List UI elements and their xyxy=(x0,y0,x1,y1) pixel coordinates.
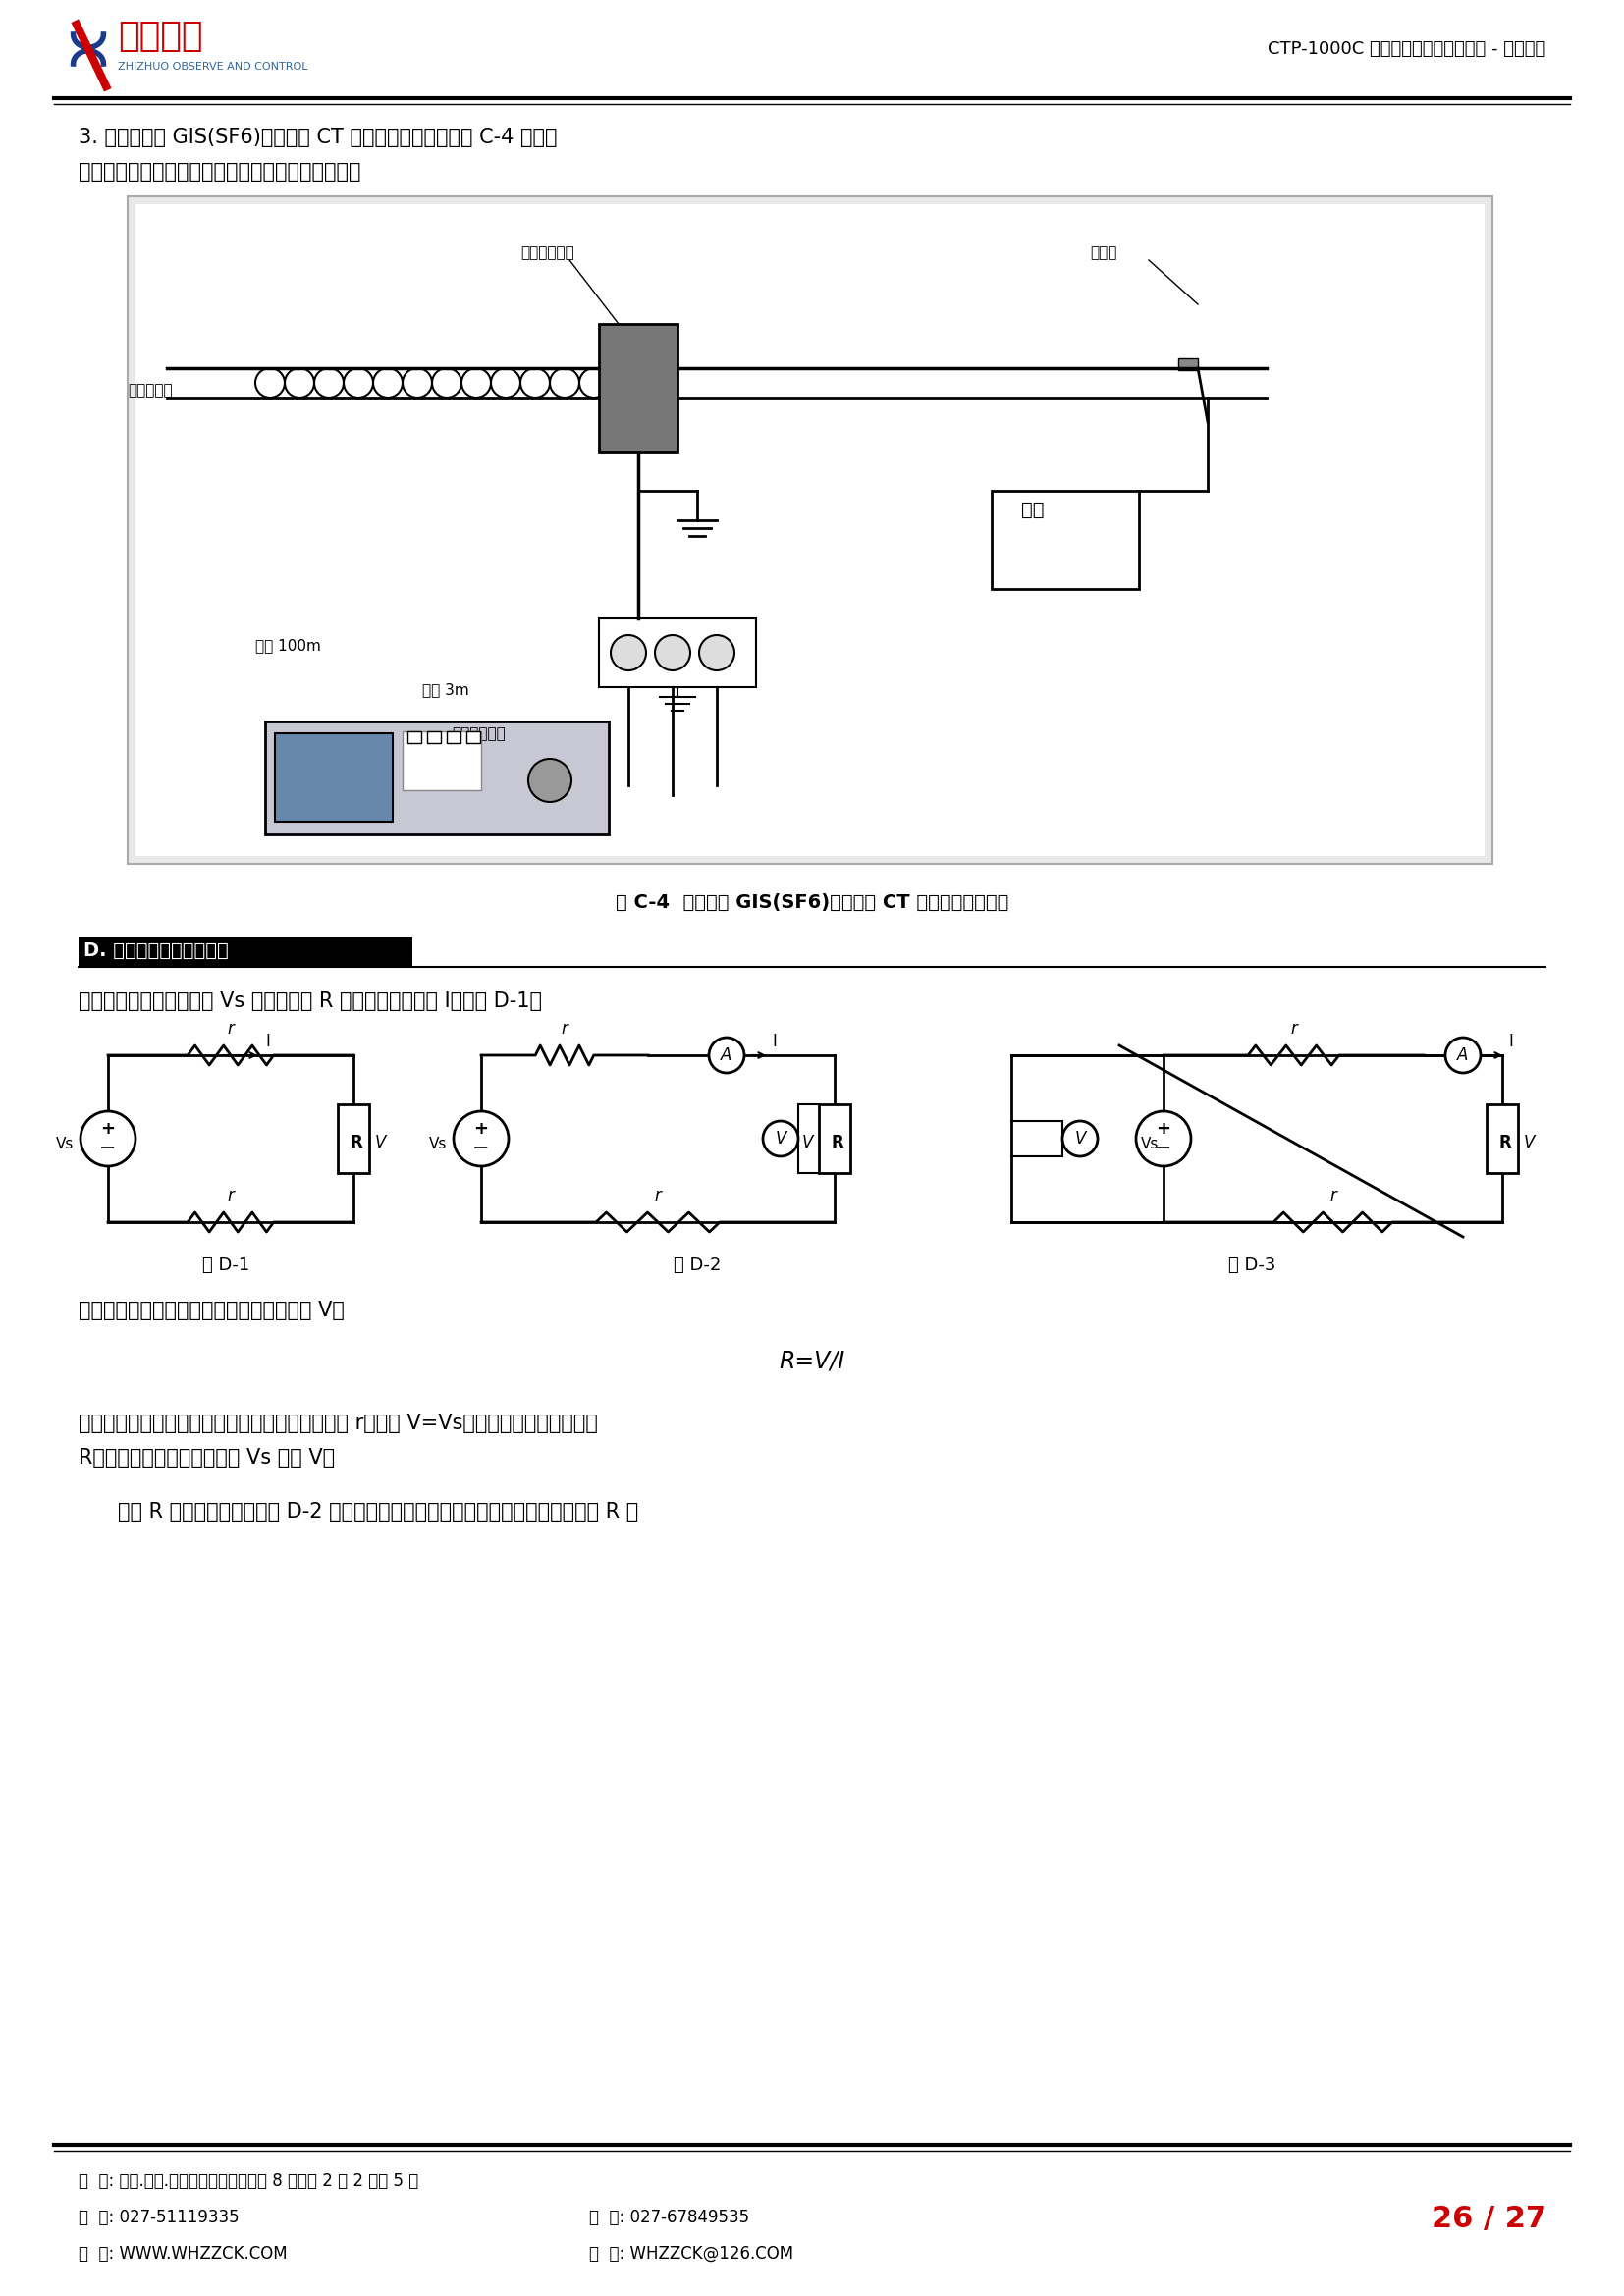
Circle shape xyxy=(763,1120,799,1157)
Text: −: − xyxy=(1155,1139,1173,1157)
Text: Vs: Vs xyxy=(429,1137,447,1153)
Text: 图 D-2: 图 D-2 xyxy=(674,1256,721,1274)
Text: ZHIZHUO OBSERVE AND CONTROL: ZHIZHUO OBSERVE AND CONTROL xyxy=(119,62,309,71)
Text: 图 D-1: 图 D-1 xyxy=(201,1256,250,1274)
Text: Vs: Vs xyxy=(1140,1137,1158,1153)
Bar xyxy=(599,618,757,687)
Text: 负载: 负载 xyxy=(1021,501,1044,519)
Text: R，不可以简单地用电源电压 Vs 代替 V。: R，不可以简单地用电源电压 Vs 代替 V。 xyxy=(78,1449,335,1467)
Bar xyxy=(466,732,481,744)
Bar xyxy=(447,732,461,744)
Text: 电  话: 027-51119335: 电 话: 027-51119335 xyxy=(78,2209,239,2227)
Text: 致卓测控: 致卓测控 xyxy=(119,21,203,53)
Text: I: I xyxy=(1509,1033,1514,1049)
Text: V: V xyxy=(802,1134,814,1150)
Circle shape xyxy=(1062,1120,1098,1157)
Text: 最长 100m: 最长 100m xyxy=(255,638,322,652)
Text: I: I xyxy=(265,1033,270,1049)
Text: V: V xyxy=(1075,1130,1085,1148)
Circle shape xyxy=(1137,1111,1190,1166)
Text: A: A xyxy=(1457,1047,1468,1063)
Text: +: + xyxy=(474,1120,489,1139)
Bar xyxy=(265,721,609,833)
Bar xyxy=(599,324,677,452)
Bar xyxy=(427,732,440,744)
Text: 气体绝缘母线: 气体绝缘母线 xyxy=(520,246,575,259)
Bar xyxy=(1486,1104,1518,1173)
Text: CTP-1000C 变频式互感器综合测试仪 - 使用手册: CTP-1000C 变频式互感器综合测试仪 - 使用手册 xyxy=(1267,41,1546,57)
Bar xyxy=(78,937,412,967)
Text: 由于从电压源到被测阻抗有一段导线，导线有电阻 r，导致 V=Vs，所以若要精确测量阻抗: 由于从电压源到被测阻抗有一段导线，导线有电阻 r，导致 V=Vs，所以若要精确测… xyxy=(78,1414,598,1433)
Text: 施加输出一个电压源信号 Vs 到一个阻抗 R 上，将产生一电流 I，如图 D-1。: 施加输出一个电压源信号 Vs 到一个阻抗 R 上，将产生一电流 I，如图 D-1… xyxy=(78,992,542,1010)
Text: V: V xyxy=(1523,1134,1535,1150)
Bar xyxy=(128,197,1492,863)
Text: r: r xyxy=(1330,1187,1337,1205)
Text: 阻抗 R 的测量电路应采用图 D-2 的接线方法，测量电压的电压表必须单独用导线从 R 两: 阻抗 R 的测量电路应采用图 D-2 的接线方法，测量电压的电压表必须单独用导线… xyxy=(119,1502,638,1522)
Text: 图 C-4  测试仪对 GIS(SF6)开关上的 CT 测试时的接线方式: 图 C-4 测试仪对 GIS(SF6)开关上的 CT 测试时的接线方式 xyxy=(615,893,1009,912)
Bar xyxy=(135,204,1484,856)
Bar xyxy=(274,732,393,822)
Text: −: − xyxy=(473,1139,490,1157)
Bar xyxy=(338,1104,369,1173)
Text: R: R xyxy=(351,1134,362,1150)
Text: 图 D-3: 图 D-3 xyxy=(1228,1256,1275,1274)
Text: 若需测量该阻抗值，需测量该阻抗上的电压 V：: 若需测量该阻抗值，需测量该阻抗上的电压 V： xyxy=(78,1300,344,1320)
Text: r: r xyxy=(562,1019,568,1038)
Text: 3. 测试仪在对 GIS(SF6)开关上的 CT 测试时的接线方式如图 C-4 所示。: 3. 测试仪在对 GIS(SF6)开关上的 CT 测试时的接线方式如图 C-4 … xyxy=(78,129,557,147)
Bar xyxy=(408,732,421,744)
Circle shape xyxy=(81,1111,135,1166)
Bar xyxy=(1179,358,1199,370)
Circle shape xyxy=(1445,1038,1481,1072)
Text: 网  址: WWW.WHZZCK.COM: 网 址: WWW.WHZZCK.COM xyxy=(78,2245,287,2262)
Bar xyxy=(992,491,1138,590)
Text: r: r xyxy=(227,1019,234,1038)
Text: 26 / 27: 26 / 27 xyxy=(1431,2204,1546,2232)
Circle shape xyxy=(611,636,646,670)
Circle shape xyxy=(654,636,690,670)
Text: Vs: Vs xyxy=(55,1137,73,1153)
Text: r: r xyxy=(1289,1019,1298,1038)
Text: 电力线打开: 电力线打开 xyxy=(128,383,172,397)
Text: 邮  筱: WHZZCK@126.COM: 邮 筱: WHZZCK@126.COM xyxy=(590,2245,794,2262)
Circle shape xyxy=(698,636,734,670)
Text: A: A xyxy=(721,1047,732,1063)
Text: R: R xyxy=(1499,1134,1512,1150)
Text: 接地刀: 接地刀 xyxy=(1090,246,1117,259)
Text: V: V xyxy=(775,1130,786,1148)
Text: 傳  真: 027-67849535: 傳 真: 027-67849535 xyxy=(590,2209,749,2227)
Text: r: r xyxy=(227,1187,234,1205)
Bar xyxy=(818,1104,851,1173)
Text: R: R xyxy=(831,1134,844,1150)
Text: +: + xyxy=(1156,1120,1171,1139)
Text: +: + xyxy=(101,1120,115,1139)
Text: 同轴测量电缆: 同轴测量电缆 xyxy=(451,726,505,742)
Text: I: I xyxy=(771,1033,776,1049)
Text: R=V/I: R=V/I xyxy=(780,1350,844,1373)
Text: D. 四端法接线的测量原理: D. 四端法接线的测量原理 xyxy=(83,941,229,960)
Circle shape xyxy=(453,1111,508,1166)
Text: V: V xyxy=(375,1134,387,1150)
Text: −: − xyxy=(99,1139,117,1157)
Text: r: r xyxy=(654,1187,661,1205)
Text: 最长 3m: 最长 3m xyxy=(422,682,469,698)
Circle shape xyxy=(710,1038,744,1072)
Circle shape xyxy=(528,758,572,801)
Text: 注意：断开与母线连接的所有开关，合上接地刀闸。: 注意：断开与母线连接的所有开关，合上接地刀闸。 xyxy=(78,163,361,181)
Bar xyxy=(403,732,481,790)
Text: 地  址: 中国.武汉.高新六路遵湖一路光谷 8 号工坊 2 棋 2 单元 5 楼: 地 址: 中国.武汉.高新六路遵湖一路光谷 8 号工坊 2 棋 2 单元 5 楼 xyxy=(78,2172,419,2190)
